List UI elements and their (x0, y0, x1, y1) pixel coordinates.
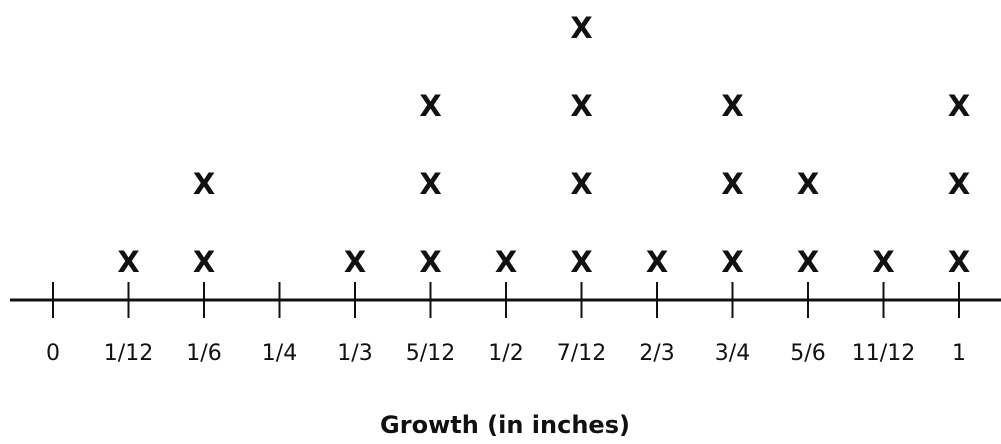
x-mark-2-1: X (193, 167, 215, 201)
x-axis-title: Growth (in inches) (380, 411, 630, 439)
tick-label-12: 1 (952, 341, 966, 366)
x-mark-11-0: X (872, 245, 894, 279)
x-mark-12-0: X (948, 245, 970, 279)
x-mark-2-0: X (193, 245, 215, 279)
tick-label-3: 1/4 (262, 341, 297, 366)
tick-label-9: 3/4 (715, 341, 750, 366)
tick-label-6: 1/2 (488, 341, 523, 366)
tick-label-11: 11/12 (852, 341, 915, 366)
x-mark-5-0: X (419, 245, 441, 279)
tick-label-10: 5/6 (790, 341, 825, 366)
x-mark-1-0: X (117, 245, 139, 279)
tick-label-7: 7/12 (557, 341, 606, 366)
tick-label-4: 1/3 (337, 341, 372, 366)
x-mark-7-2: X (570, 89, 592, 123)
x-mark-6-0: X (495, 245, 517, 279)
x-mark-10-1: X (797, 167, 819, 201)
x-mark-7-1: X (570, 167, 592, 201)
x-mark-10-0: X (797, 245, 819, 279)
tick-label-8: 2/3 (639, 341, 674, 366)
ticks-group (52, 282, 960, 318)
x-mark-9-0: X (721, 245, 743, 279)
tick-label-0: 0 (46, 341, 60, 366)
x-mark-5-2: X (419, 89, 441, 123)
x-mark-5-1: X (419, 167, 441, 201)
x-mark-12-1: X (948, 167, 970, 201)
x-mark-4-0: X (344, 245, 366, 279)
tick-label-5: 5/12 (406, 341, 455, 366)
x-marks-group: X X X X X X X X X X X X X X X X X X X X X X (117, 11, 970, 279)
x-mark-7-0: X (570, 245, 592, 279)
x-mark-9-2: X (721, 89, 743, 123)
x-mark-12-2: X (948, 89, 970, 123)
tick-label-1: 1/12 (104, 341, 153, 366)
x-mark-9-1: X (721, 167, 743, 201)
tick-label-2: 1/6 (186, 341, 221, 366)
x-mark-8-0: X (646, 245, 668, 279)
tick-labels-group: 0 1/12 1/6 1/4 1/3 5/12 1/2 7/12 2/3 3/4 5/6 11/12 1 (46, 341, 966, 366)
x-mark-7-3: X (570, 11, 592, 45)
